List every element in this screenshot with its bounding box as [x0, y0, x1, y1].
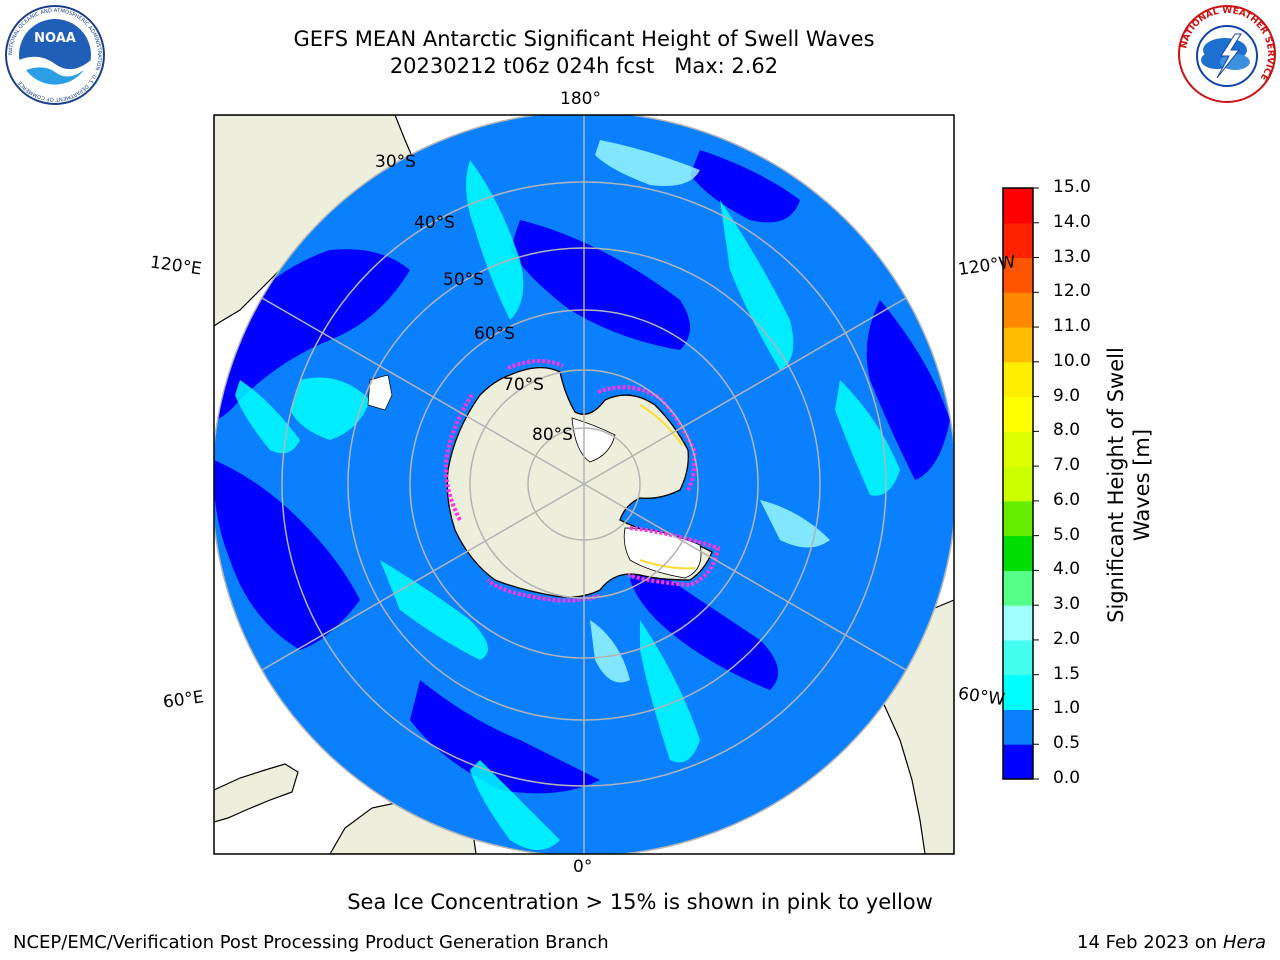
colorbar-label: Significant Height of Swell Waves [m]: [1103, 275, 1155, 695]
colorbar-tick-label: 14.0: [1053, 211, 1091, 232]
high-swell-areas: [235, 160, 900, 850]
credit-text: NCEP/EMC/Verification Post Processing Pr…: [13, 932, 609, 953]
colorbar-tick-label: 12.0: [1053, 281, 1091, 302]
colorbar-tick-label: 13.0: [1053, 246, 1091, 267]
ross-ice-shelf: [571, 417, 616, 463]
colorbar-segment: [1003, 639, 1033, 676]
lat-label-50s: 50°S: [443, 270, 484, 290]
colorbar-segment: [1003, 396, 1033, 432]
map-title: GEFS MEAN Antarctic Significant Height o…: [293, 27, 875, 51]
colorbar-label-line1: Significant Height of Swell: [1104, 347, 1128, 623]
colorbar-segment: [1003, 674, 1033, 710]
colorbar-segment: [1003, 292, 1033, 328]
graticule: [214, 115, 954, 854]
low-swell-areas: [214, 150, 950, 794]
colorbar-label-line2: Waves [m]: [1130, 428, 1154, 542]
noaa-logo: NOAA NATIONAL OCEANIC AND ATMOSPHERIC AD…: [5, 5, 105, 105]
colorbar-segment: [1003, 744, 1033, 780]
noaa-logo-text: NOAA: [34, 31, 76, 46]
colorbar-segment: [1003, 222, 1033, 259]
colorbar-segment: [1003, 327, 1033, 363]
colorbar-segment: [1003, 500, 1033, 537]
colorbar-segment: [1003, 605, 1033, 641]
colorbar: [1003, 187, 1039, 780]
date-value: 14 Feb 2023 on: [1077, 932, 1218, 953]
system-name: Hera: [1222, 932, 1266, 953]
colorbar-tick-label: 15.0: [1053, 177, 1091, 197]
colorbar-segment: [1003, 466, 1033, 502]
colorbar-tick-label: 4.0: [1053, 559, 1081, 580]
lat-label-30s: 30°S: [375, 152, 416, 172]
moderate-swell-areas: [590, 140, 830, 683]
sea-ice-edge: [443, 359, 721, 603]
date-text: 14 Feb 2023 on Hera: [1077, 932, 1266, 953]
colorbar-tick-label: 6.0: [1053, 489, 1081, 510]
colorbar-tick-label: 8.0: [1053, 420, 1081, 441]
colorbar-tick-label: 9.0: [1053, 385, 1081, 406]
lat-label-80s: 80°S: [532, 425, 573, 445]
colorbar-tick-label: 7.0: [1053, 455, 1081, 476]
colorbar-tick-label: 0.5: [1053, 733, 1081, 754]
colorbar-segment: [1003, 709, 1033, 745]
colorbar-frame: [1002, 187, 1034, 780]
colorbar-tick-label: 11.0: [1053, 316, 1091, 337]
lat-label-60s: 60°S: [474, 324, 515, 344]
colorbar-tick-label: 10.0: [1053, 350, 1091, 371]
colorbar-segment: [1003, 570, 1033, 606]
colorbar-tick-label: 1.0: [1053, 698, 1081, 719]
map-subtitle: 20230212 t06z 024h fcst Max: 2.62: [389, 54, 779, 78]
colorbar-segment: [1003, 188, 1033, 224]
lat-label-40s: 40°S: [414, 213, 455, 233]
map-frame: [213, 114, 955, 855]
sea-ice-note: Sea Ice Concentration > 15% is shown in …: [347, 890, 933, 914]
nws-logo: NATIONAL WEATHER SERVICE: [1178, 5, 1276, 103]
lat-label-70s: 70°S: [503, 375, 544, 395]
lon-label-0: 0°: [573, 857, 593, 877]
colorbar-tick-label: 5.0: [1053, 524, 1081, 545]
colorbar-segment: [1003, 431, 1033, 467]
colorbar-segment: [1003, 257, 1033, 293]
colorbar-segment: [1003, 535, 1033, 571]
colorbar-segment: [1003, 361, 1033, 398]
africa-land: [214, 763, 299, 823]
colorbar-tick-label: 0.0: [1053, 768, 1081, 788]
colorbar-tick-label: 1.5: [1053, 663, 1081, 684]
lon-label-180: 180°: [560, 89, 601, 109]
small-island: [367, 374, 393, 411]
colorbar-tick-label: 3.0: [1053, 594, 1081, 615]
colorbar-tick-label: 2.0: [1053, 628, 1081, 649]
